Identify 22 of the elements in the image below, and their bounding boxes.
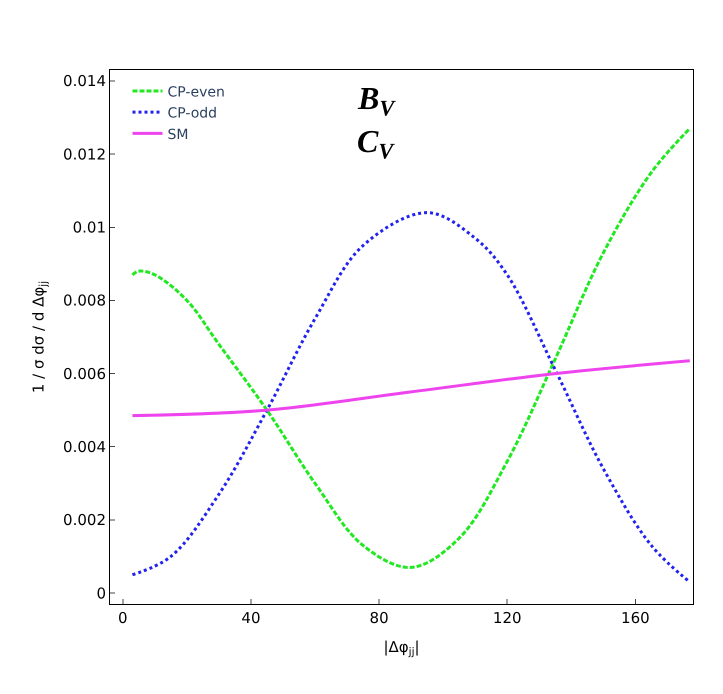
- legend-label: SM: [167, 126, 188, 143]
- x-tick-label: 0: [118, 609, 128, 627]
- legend-label: CP-odd: [167, 106, 218, 122]
- x-tick-label: 40: [241, 609, 260, 627]
- annotation: B$_{V}$: [357, 80, 396, 121]
- line-series: [130, 359, 692, 418]
- y-tick-label: 0.01: [72, 218, 106, 237]
- y-tick-label: 0.008: [63, 292, 106, 310]
- y-tick-label: 0.002: [63, 511, 106, 530]
- x-tick-label: 80: [370, 609, 389, 627]
- y-tick-label: 0: [96, 584, 106, 602]
- y-tick-label: 0.006: [63, 364, 106, 383]
- x-axis-title: |Δφ$_{jj}$|: [383, 638, 420, 658]
- y-tick-label: 0.014: [63, 72, 106, 90]
- line-series: [130, 127, 692, 569]
- y-tick-label: 0.004: [63, 438, 106, 456]
- y-tick-label: 0.012: [63, 145, 106, 164]
- line-series: [130, 211, 692, 584]
- x-tick-label: 120: [492, 609, 522, 627]
- x-tick-label: 160: [621, 609, 650, 627]
- annotation: C$_{V}$: [357, 123, 396, 164]
- legend-label: CP-even: [167, 84, 225, 100]
